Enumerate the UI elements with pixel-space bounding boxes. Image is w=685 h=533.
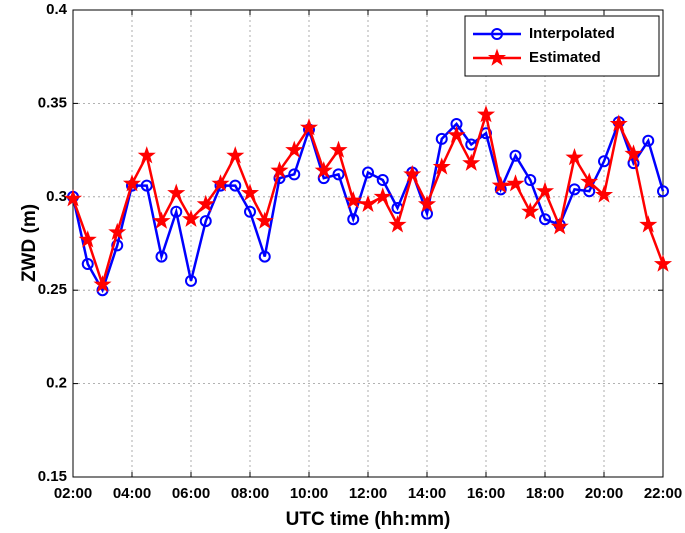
data-point [435,132,448,145]
y-tick-label: 0.15 [38,468,67,485]
x-axis-label: UTC time (hh:mm) [286,509,451,530]
x-tick-label: 18:00 [526,485,564,502]
data-point [226,146,245,164]
x-tick-label: 22:00 [644,485,682,502]
y-tick-label: 0.2 [46,375,67,392]
data-point [432,157,451,175]
data-point [199,215,212,228]
data-point [181,209,201,227]
data-point [299,118,319,136]
data-point [358,194,378,212]
data-point [491,176,510,194]
legend-label: Estimated [529,49,601,66]
data-point [170,205,183,218]
legend-marker [487,48,507,66]
y-tick-label: 0.25 [38,281,67,298]
y-tick-label: 0.3 [46,188,67,205]
data-point [63,189,83,207]
x-tick-label: 20:00 [585,485,623,502]
data-point [314,161,333,179]
data-point [93,275,112,293]
data-point [476,105,496,123]
data-point [111,239,124,252]
data-point [362,166,374,179]
data-point [642,134,655,147]
data-point [255,211,274,229]
data-point [624,144,643,162]
x-tick-label: 04:00 [113,485,151,502]
data-point [240,183,260,201]
data-point [196,194,215,212]
y-tick-label: 0.4 [46,1,68,18]
data-point [594,185,614,203]
data-point [344,191,363,209]
data-point [137,146,156,164]
data-point [140,179,153,192]
data-point [598,155,610,168]
x-tick-label: 06:00 [172,485,210,502]
data-point [657,185,669,198]
data-point [211,174,230,192]
data-point [565,148,584,166]
data-point [81,258,94,271]
data-point [329,140,348,158]
data-point [229,179,242,192]
x-tick-label: 12:00 [349,485,387,502]
data-point [285,140,304,158]
data-point [506,174,525,192]
data-point [509,149,522,162]
y-tick-label: 0.35 [38,94,67,111]
data-point [403,164,422,183]
data-point [609,114,628,132]
data-point [373,187,392,205]
x-tick-label: 08:00 [231,485,269,502]
legend-marker [491,28,503,40]
legend-box [464,15,660,77]
plot-frame [72,9,664,478]
data-point [639,215,658,233]
data-point [185,274,197,287]
data-point [347,213,360,226]
data-point [653,254,673,272]
x-tick-label: 14:00 [408,485,446,502]
series-line [71,118,665,294]
data-point [535,181,555,199]
data-point [462,153,481,171]
data-point [155,250,168,263]
x-tick-label: 02:00 [54,485,92,502]
data-point [539,213,551,226]
data-point [550,217,569,235]
data-point [244,205,256,218]
data-point [122,174,142,192]
data-point [583,185,596,198]
data-point [521,202,540,220]
data-point [580,172,599,190]
data-point [447,125,466,143]
x-tick-label: 16:00 [467,485,505,502]
data-point [417,194,437,212]
legend-label: Interpolated [529,25,615,42]
data-point [258,250,271,263]
legend: Interpolated Estimated [464,15,660,77]
data-point [332,168,345,181]
data-point [568,183,581,196]
data-point [421,207,433,220]
data-point [167,183,186,201]
data-point [524,173,537,186]
data-point [270,161,289,179]
data-point [78,230,97,248]
y-axis-label: ZWD (m) [19,204,40,282]
data-point [388,215,407,233]
data-point [376,173,389,186]
data-point [108,222,127,240]
x-tick-label: 10:00 [290,485,328,502]
data-point [288,168,301,181]
data-point [152,211,171,229]
